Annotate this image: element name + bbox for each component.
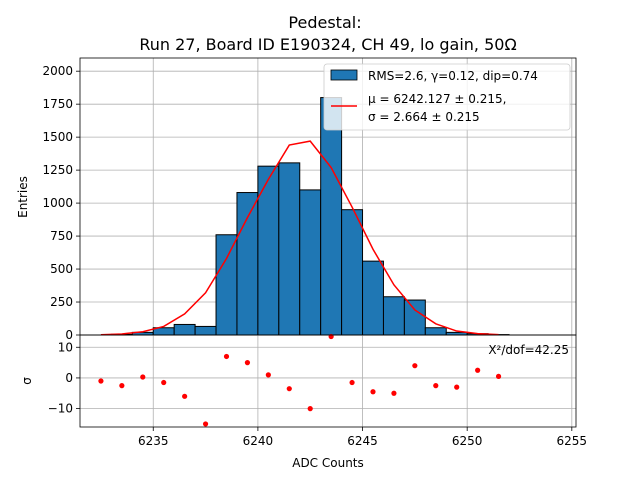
bottom-y-tick-label: 0 xyxy=(65,371,73,385)
residual-point xyxy=(202,421,209,427)
residual-point xyxy=(244,360,251,366)
residual-point xyxy=(349,379,355,386)
histogram-bar xyxy=(173,323,196,336)
residual-point xyxy=(391,390,397,396)
residual-point xyxy=(370,389,376,395)
histogram-bar xyxy=(403,299,426,336)
top-panel: 0 250 500 750 1000 1250 1500 1750 2000 Entries R… xyxy=(16,57,577,342)
top-y-tick-label: 750 xyxy=(50,229,73,243)
chi2-annotation: X²/dof=42.25 xyxy=(488,343,569,357)
legend-fit-label-line2: σ = 2.664 ± 0.215 xyxy=(368,110,480,124)
residual-point xyxy=(182,393,188,399)
histogram-bar xyxy=(341,209,364,336)
bottom-y-tick-label: −10 xyxy=(48,402,73,416)
top-y-ticks: 0 250 500 750 1000 1250 1500 1750 2000 xyxy=(42,64,80,342)
top-y-tick-label: 500 xyxy=(50,262,73,276)
top-y-tick-label: 0 xyxy=(65,328,73,342)
bottom-y-tick-label: 10 xyxy=(58,340,73,354)
residual-point xyxy=(495,373,502,379)
residual-point xyxy=(475,367,481,373)
legend-fit-label-line1: μ = 6242.127 ± 0.215, xyxy=(368,92,506,106)
x-tick-label: 6240 xyxy=(243,434,274,448)
legend-bar-swatch xyxy=(330,69,358,81)
top-y-tick-label: 1250 xyxy=(42,163,73,177)
histogram-bars xyxy=(110,97,510,336)
x-ticks: 6235 6240 6245 6250 6255 xyxy=(138,427,587,448)
histogram-bar xyxy=(424,327,447,336)
bottom-panel: −10 0 10 6235 6240 6245 6250 6255 X²/dof=42.25… xyxy=(20,333,587,470)
histogram-bar xyxy=(215,234,238,336)
residual-point xyxy=(161,379,167,386)
histogram-bar xyxy=(362,260,384,336)
top-y-tick-label: 1000 xyxy=(42,196,73,210)
bottom-y-ticks: −10 0 10 xyxy=(48,340,80,416)
legend-bar-label: RMS=2.6, γ=0.12, dip=0.74 xyxy=(368,69,538,83)
x-tick-label: 6245 xyxy=(347,434,378,448)
bottom-grid xyxy=(80,335,576,427)
top-y-axis-label: Entries xyxy=(16,176,30,218)
histogram-bar xyxy=(299,189,322,336)
residual-point xyxy=(433,383,439,389)
histogram-bar xyxy=(236,192,259,336)
residual-point xyxy=(307,406,313,412)
chart-title: Pedestal: xyxy=(288,13,361,32)
residual-point xyxy=(223,353,230,360)
x-tick-label: 6255 xyxy=(557,434,588,448)
residual-point xyxy=(140,374,146,380)
x-tick-label: 6250 xyxy=(452,434,483,448)
residual-point xyxy=(286,386,292,392)
fit-curve xyxy=(100,140,499,336)
residual-point xyxy=(412,363,418,369)
legend: RMS=2.6, γ=0.12, dip=0.74 μ = 6242.127 ±… xyxy=(323,63,571,131)
histogram-bar xyxy=(278,162,301,336)
x-axis-label: ADC Counts xyxy=(292,456,364,470)
top-y-tick-label: 2000 xyxy=(42,64,73,78)
bottom-y-axis-label: σ xyxy=(20,377,34,385)
x-tick-label: 6235 xyxy=(138,434,169,448)
top-y-tick-label: 250 xyxy=(50,295,73,309)
residual-point xyxy=(454,384,460,390)
legend-box xyxy=(323,63,571,131)
residual-points xyxy=(98,333,502,427)
residual-point xyxy=(265,372,271,378)
residual-point xyxy=(98,378,104,384)
bottom-frame xyxy=(79,334,577,428)
histogram-bar xyxy=(194,325,217,336)
top-y-tick-label: 1500 xyxy=(42,130,73,144)
top-y-tick-label: 1750 xyxy=(42,97,73,111)
chart-subtitle: Run 27, Board ID E190324, CH 49, lo gain… xyxy=(139,35,516,54)
histogram-bar xyxy=(382,296,405,336)
residual-point xyxy=(119,383,125,389)
histogram-bar xyxy=(320,97,343,336)
